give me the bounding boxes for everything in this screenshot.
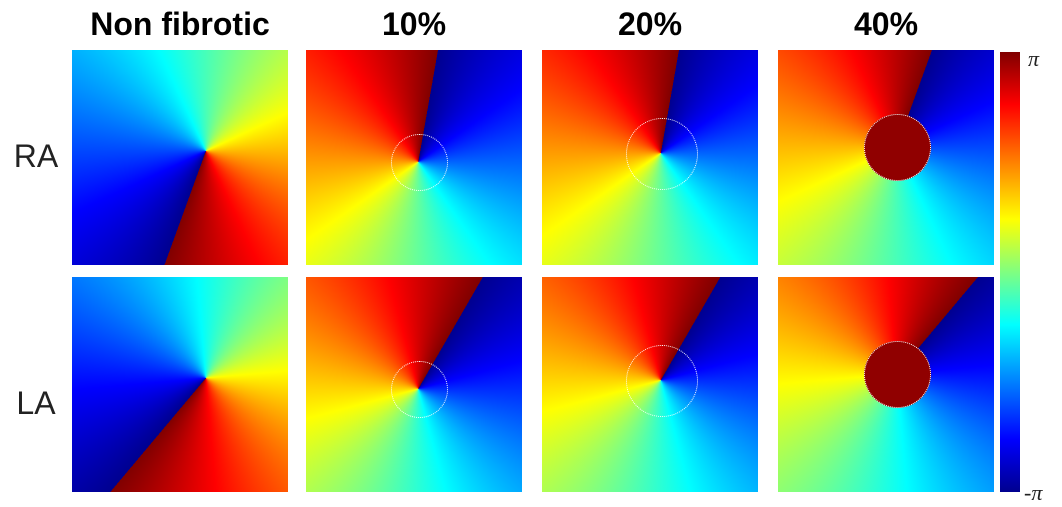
phase-map: [306, 50, 522, 265]
phase-map: [778, 277, 994, 492]
fibrotic-region: [864, 341, 932, 409]
phase-map: [778, 50, 994, 265]
phase-map: [542, 277, 758, 492]
column-title: Non fibrotic: [90, 6, 270, 42]
row-label: LA: [16, 385, 56, 421]
colorbar-min-label: -π: [1024, 480, 1043, 505]
colorbar: [1000, 52, 1020, 492]
phase-map: [542, 50, 758, 265]
column-title: 40%: [853, 6, 919, 42]
column-title: 10%: [381, 6, 447, 42]
fibrotic-region: [625, 345, 698, 418]
phase-map: [72, 277, 288, 492]
phase-map: [306, 277, 522, 492]
fibrotic-region: [625, 118, 698, 191]
row-label: RA: [13, 138, 59, 174]
column-title: 20%: [617, 6, 683, 42]
phase-map: [72, 50, 288, 265]
fibrotic-region: [390, 361, 448, 419]
fibrotic-region: [390, 134, 448, 192]
fibrotic-region: [864, 114, 932, 182]
colorbar-max-label: π: [1028, 46, 1040, 71]
